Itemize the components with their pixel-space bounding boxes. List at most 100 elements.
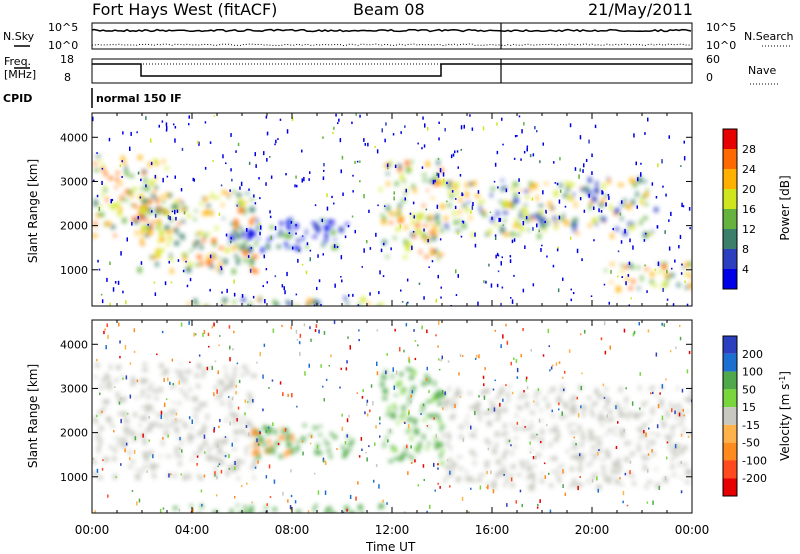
speckle-cell	[548, 472, 550, 475]
range-gate-cell	[510, 423, 514, 426]
range-gate-cell	[301, 436, 306, 442]
speckle-cell	[313, 304, 316, 306]
range-gate-cell	[198, 231, 201, 235]
speckle-cell	[682, 205, 685, 208]
range-gate-cell	[640, 198, 644, 203]
speckle-cell	[471, 205, 474, 210]
y-tick-label: 1000	[60, 471, 88, 484]
range-gate-cell	[202, 443, 205, 447]
speckle-cell	[535, 455, 537, 460]
range-gate-cell	[95, 419, 98, 425]
speckle-cell	[106, 323, 108, 328]
range-gate-cell	[690, 275, 692, 280]
range-gate-cell	[183, 370, 187, 373]
range-gate-cell	[440, 392, 446, 398]
range-gate-cell	[467, 391, 473, 395]
speckle-cell	[109, 302, 111, 306]
range-gate-cell	[485, 388, 490, 393]
speckle-cell	[257, 460, 259, 464]
speckle-cell	[678, 245, 680, 249]
speckle-cell	[593, 239, 595, 242]
range-gate-cell	[100, 212, 105, 217]
speckle-cell	[110, 199, 112, 204]
range-gate-cell	[687, 272, 691, 276]
station-title: Fort Hays West (fitACF)	[92, 0, 277, 19]
range-gate-cell	[626, 471, 629, 476]
speckle-cell	[258, 443, 260, 446]
range-gate-cell	[296, 510, 301, 513]
speckle-cell	[154, 174, 157, 179]
range-gate-cell	[648, 388, 652, 391]
range-gate-cell	[538, 204, 544, 207]
speckle-cell	[632, 245, 634, 250]
speckle-cell	[580, 405, 582, 409]
range-gate-cell	[443, 400, 447, 406]
range-gate-cell	[681, 431, 685, 435]
speckle-cell	[435, 334, 437, 337]
range-gate-cell	[95, 432, 101, 435]
range-gate-cell	[286, 441, 292, 448]
range-gate-cell	[670, 466, 675, 469]
range-gate-cell	[457, 455, 462, 459]
speckle-cell	[393, 385, 395, 390]
speckle-cell	[121, 176, 123, 178]
range-gate-cell	[661, 418, 664, 423]
range-gate-cell	[680, 406, 683, 412]
range-gate-cell	[171, 384, 177, 387]
range-gate-cell	[227, 383, 231, 390]
range-gate-cell	[193, 242, 197, 249]
range-gate-cell	[564, 219, 569, 226]
range-gate-cell	[118, 182, 123, 185]
speckle-cell	[92, 116, 94, 122]
speckle-cell	[124, 345, 127, 350]
speckle-cell	[577, 485, 579, 491]
range-gate-cell	[153, 421, 157, 427]
range-gate-cell	[535, 401, 538, 404]
range-gate-cell	[197, 255, 202, 259]
range-gate-cell	[115, 178, 119, 182]
range-gate-cell	[286, 434, 291, 440]
range-gate-cell	[119, 207, 122, 212]
range-gate-cell	[94, 364, 100, 368]
range-gate-cell	[147, 229, 153, 236]
range-gate-cell	[212, 253, 215, 258]
range-gate-cell	[200, 260, 203, 266]
range-gate-cell	[572, 192, 575, 197]
speckle-cell	[333, 126, 335, 130]
range-gate-cell	[620, 432, 625, 438]
range-gate-cell	[487, 440, 491, 446]
speckle-cell	[579, 333, 582, 336]
range-gate-cell	[378, 302, 384, 306]
speckle-cell	[379, 422, 381, 425]
speckle-cell	[680, 165, 682, 167]
range-gate-cell	[219, 394, 222, 399]
range-gate-cell	[591, 445, 595, 451]
speckle-cell	[95, 414, 98, 418]
range-gate-cell	[413, 420, 416, 427]
speckle-cell	[405, 323, 408, 327]
range-gate-cell	[144, 378, 149, 383]
range-gate-cell	[400, 453, 404, 457]
range-gate-cell	[150, 194, 155, 197]
range-gate-cell	[597, 393, 601, 400]
speckle-cell	[322, 253, 324, 256]
range-gate-cell	[415, 229, 420, 234]
speckle-cell	[500, 344, 502, 349]
speckle-cell	[265, 510, 268, 513]
speckle-cell	[497, 270, 500, 273]
speckle-cell	[446, 181, 448, 185]
range-gate-cell	[324, 442, 330, 446]
range-gate-cell	[571, 403, 576, 409]
speckle-cell	[421, 166, 424, 169]
range-gate-cell	[241, 229, 245, 235]
range-gate-cell	[644, 434, 647, 440]
range-gate-cell	[94, 221, 97, 227]
speckle-cell	[617, 421, 619, 424]
range-gate-cell	[536, 195, 539, 201]
speckle-cell	[414, 340, 417, 342]
speckle-cell	[303, 323, 306, 327]
range-gate-cell	[252, 216, 256, 220]
range-gate-cell	[222, 217, 225, 220]
speckle-cell	[220, 184, 223, 187]
range-gate-cell	[532, 480, 535, 485]
